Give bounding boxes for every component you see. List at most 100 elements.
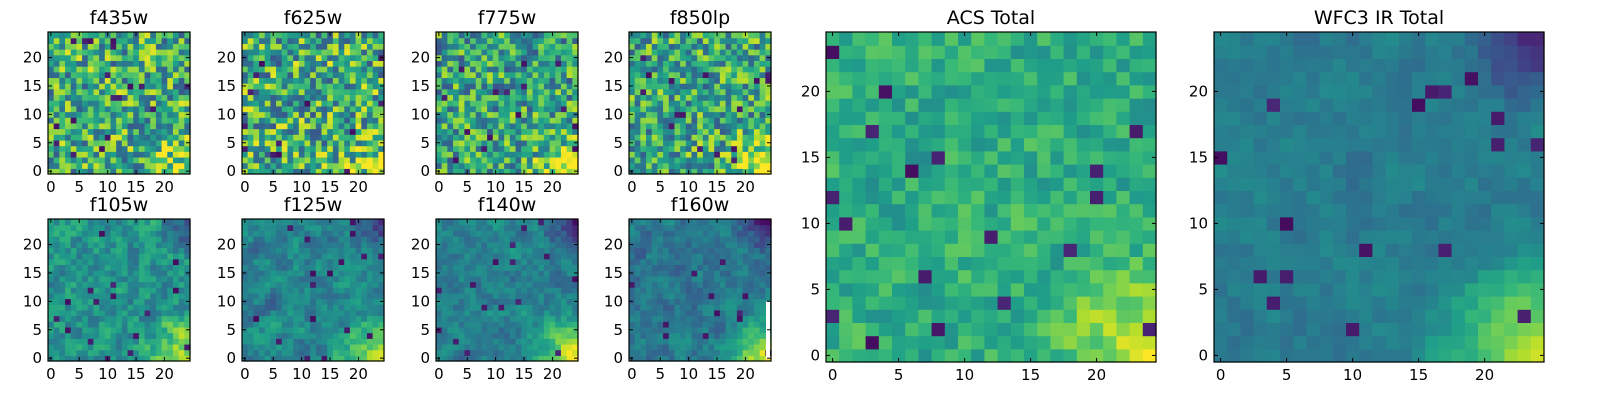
heatmap-cell [372,264,379,271]
heatmap-cell [104,77,112,84]
heatmap-cell [719,156,727,164]
heatmap-cell [731,122,738,130]
heatmap-cell [515,236,522,243]
heatmap-cell [178,355,185,362]
heatmap-cell [748,275,755,283]
heatmap-cell [492,156,500,164]
heatmap-cell [731,32,738,39]
heatmap-cell [138,122,146,130]
heatmap-cell [155,332,163,339]
heatmap-cell [167,309,174,317]
heatmap-cell [521,315,528,322]
heatmap-cell [65,219,72,226]
heatmap-cell [116,281,123,288]
heatmap-cell [453,304,460,311]
heatmap-cell [253,264,260,271]
heatmap-cell [458,298,465,305]
heatmap-cell [287,156,294,164]
heatmap-cell [475,122,483,130]
heatmap-cell [498,43,505,50]
heatmap-cell [298,139,306,147]
heatmap-cell [543,32,551,39]
heatmap-cell [470,105,477,113]
heatmap-cell [355,83,362,90]
heatmap-cell [93,134,100,141]
heatmap-cell [453,43,460,50]
heatmap-cell [264,281,271,288]
heatmap-cell [110,298,117,305]
heatmap-cell [629,309,636,317]
heatmap-cell [344,219,351,226]
heatmap-cell [247,117,254,124]
heatmap-cell [344,247,351,254]
heatmap-cell [287,77,294,84]
heatmap-cell [253,281,260,288]
heatmap-cell [281,355,289,362]
heatmap-cell [104,49,112,56]
heatmap-cell [555,275,562,283]
heatmap-cell [161,236,168,243]
heatmap-cell [378,128,385,135]
heatmap-cell [259,105,266,113]
heatmap-cell [481,111,488,118]
heatmap-cell [378,105,385,113]
heatmap-cell [538,253,545,260]
heatmap-cell [110,162,117,169]
heatmap-cell [447,43,454,50]
heatmap-cell [87,128,95,135]
heatmap-cell [349,139,357,147]
heatmap-cell [281,168,289,175]
heatmap-cell [470,134,477,141]
heatmap-cell [242,349,249,356]
heatmap-cell [634,37,641,44]
heatmap-cell [680,71,687,79]
heatmap-cell [338,241,345,248]
heatmap-cell [504,145,511,152]
heatmap-cell [680,94,687,101]
heatmap-cell [304,326,311,334]
heatmap-cell [674,309,681,317]
heatmap-cell [172,128,180,135]
heatmap-cell [447,292,454,300]
heatmap-cell [253,156,260,164]
heatmap-cell [332,247,340,254]
heatmap-cell [702,304,710,311]
heatmap-cell [714,343,721,351]
heatmap-cell [719,338,727,345]
heatmap-cell [509,117,517,124]
heatmap-cell [293,139,300,147]
x-tick-label: 0 [46,178,56,196]
heatmap-cell [338,315,345,322]
heatmap-cell [184,253,191,260]
heatmap-cell [765,151,772,158]
heatmap-cell [515,315,522,322]
heatmap-cell [361,236,368,243]
heatmap-cell [247,287,254,294]
heatmap-cell [349,77,357,84]
heatmap-cell [70,145,77,152]
heatmap-cell [247,224,254,231]
heatmap-cell [99,134,106,141]
heatmap-cell [441,156,448,164]
heatmap-cell [344,71,351,79]
heatmap-cell [504,43,511,50]
heatmap-cell [475,321,483,328]
heatmap-cell [736,105,744,113]
heatmap-cell [566,332,573,339]
heatmap-cell [736,134,744,141]
heatmap-cell [366,270,374,277]
heatmap-cell [293,151,300,158]
heatmap-cell [270,122,277,130]
heatmap-cell [315,264,323,271]
heatmap-cell [714,100,721,107]
heatmap-cell [82,349,89,356]
heatmap-cell [543,275,551,283]
heatmap-cell [708,83,715,90]
heatmap-cell [521,332,528,339]
heatmap-cell [702,281,710,288]
heatmap-cell [481,241,488,248]
heatmap-cell [481,298,488,305]
heatmap-cell [742,326,749,334]
heatmap-cell [515,264,522,271]
heatmap-cell [487,236,494,243]
